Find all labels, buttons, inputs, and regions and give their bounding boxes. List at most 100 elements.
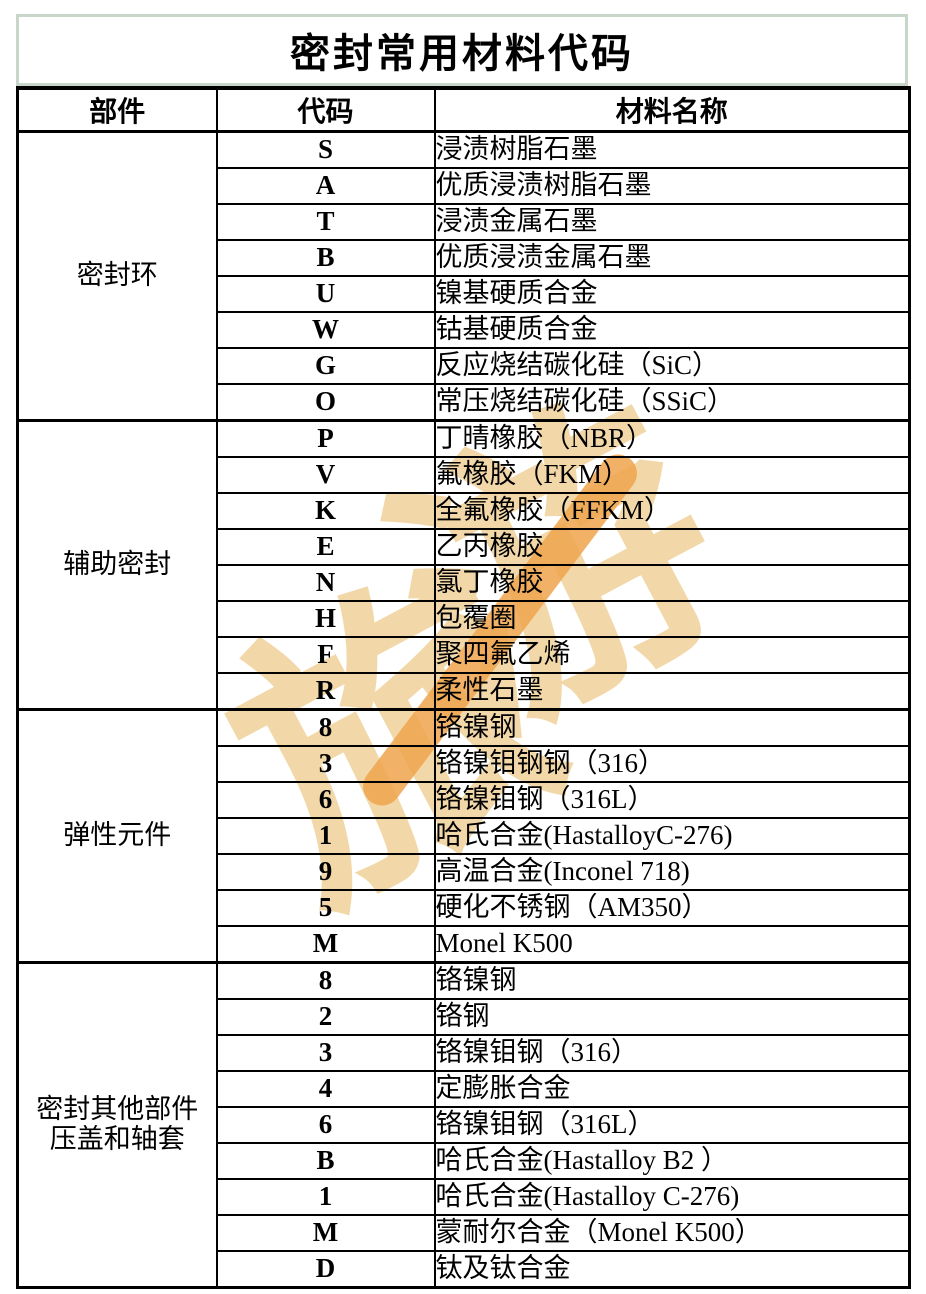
material-cell: 柔性石墨 (433, 672, 911, 711)
code-cell: 8 (215, 708, 436, 747)
code-cell: R (215, 672, 436, 711)
material-cell: 哈氏合金(Hastalloy B2 ） (433, 1142, 911, 1180)
code-cell: M (215, 925, 436, 964)
code-cell: S (215, 130, 436, 169)
table-row: 3 铬镍钼钢（316） (18, 1034, 911, 1072)
table-row: 弹性元件 8 铬镍钢 (16, 708, 911, 964)
code-cell: A (215, 167, 436, 205)
material-cell: 反应烧结碳化硅（SiC） (433, 347, 911, 385)
material-cell: 氟橡胶（FKM） (433, 456, 911, 494)
material-cell: 常压烧结碳化硅（SSiC） (433, 383, 911, 422)
table-row: 1 哈氏合金(HastalloyC-276) (18, 817, 911, 855)
material-cell: 哈氏合金(Hastalloy C-276) (433, 1178, 911, 1216)
table-row: T 浸渍金属石墨 (18, 203, 911, 241)
table-row: D 钛及钛合金 (18, 1250, 911, 1289)
code-cell: 6 (215, 1106, 436, 1144)
table-row: 6 铬镍钼钢（316L） (18, 1106, 911, 1144)
material-cell: 铬钢 (433, 998, 911, 1036)
code-cell: B (215, 239, 436, 277)
code-cell: O (215, 383, 436, 422)
table-row: 9 高温合金(Inconel 718) (18, 853, 911, 891)
material-cell: 硬化不锈钢（AM350） (433, 889, 911, 927)
code-cell: V (215, 456, 436, 494)
table-row: 2 铬钢 (18, 998, 911, 1036)
material-cell: 浸渍树脂石墨 (433, 130, 911, 169)
code-cell: 3 (215, 745, 436, 783)
code-cell: M (215, 1214, 436, 1252)
code-cell: E (215, 528, 436, 566)
material-cell: 蒙耐尔合金（Monel K500） (433, 1214, 911, 1252)
header-code: 代码 (215, 86, 436, 133)
table-row: 密封环 S 浸渍树脂石墨 (16, 130, 911, 422)
page-title: 密封常用材料代码 (290, 31, 634, 76)
code-cell: 9 (215, 853, 436, 891)
table-body: 密封环 S 浸渍树脂石墨 A 优质浸渍树脂石墨 T 浸渍金属石墨 B 优质浸渍金属石墨 U 镍基硬质… (16, 130, 911, 1289)
material-cell: 铬镍钢 (433, 708, 911, 747)
code-cell: G (215, 347, 436, 385)
table-row: U 镍基硬质合金 (18, 275, 911, 313)
material-cell: 铬镍钼钢（316L） (433, 781, 911, 819)
code-cell: W (215, 311, 436, 349)
code-cell: T (215, 203, 436, 241)
material-cell: 钛及钛合金 (433, 1250, 911, 1289)
material-cell: 铬镍钼钢钢（316） (433, 745, 911, 783)
material-cell: 包覆圈 (433, 600, 911, 638)
header-row: 部件 代码 材料名称 (16, 86, 911, 133)
table-row: G 反应烧结碳化硅（SiC） (18, 347, 911, 385)
material-cell: 钴基硬质合金 (433, 311, 911, 349)
material-cell: 哈氏合金(HastalloyC-276) (433, 817, 911, 855)
code-cell: 6 (215, 781, 436, 819)
component-cell: 密封环 (16, 130, 218, 422)
table-row: 5 硬化不锈钢（AM350） (18, 889, 911, 927)
component-cell: 密封其他部件 压盖和轴套 (16, 961, 218, 1289)
material-cell: 优质浸渍树脂石墨 (433, 167, 911, 205)
material-cell: 氯丁橡胶 (433, 564, 911, 602)
code-cell: P (215, 419, 436, 458)
code-cell: B (215, 1142, 436, 1180)
title-box: 密封常用材料代码 (16, 14, 908, 86)
material-cell: 优质浸渍金属石墨 (433, 239, 911, 277)
material-cell: 铬镍钢 (433, 961, 911, 1000)
material-cell: 定膨胀合金 (433, 1070, 911, 1108)
code-cell: K (215, 492, 436, 530)
table-row: 密封其他部件 压盖和轴套 8 铬镍钢 (16, 961, 911, 1289)
material-cell: 丁晴橡胶（NBR） (433, 419, 911, 458)
header-material: 材料名称 (433, 86, 911, 133)
material-cell: 乙丙橡胶 (433, 528, 911, 566)
code-cell: 1 (215, 817, 436, 855)
material-cell: 镍基硬质合金 (433, 275, 911, 313)
material-cell: 铬镍钼钢（316） (433, 1034, 911, 1072)
component-cell: 弹性元件 (16, 708, 218, 964)
table-row: B 优质浸渍金属石墨 (18, 239, 911, 277)
material-codes-table: 部件 代码 材料名称 密封环 S 浸渍树脂石墨 A 优质浸渍树脂石墨 T 浸渍金属石墨 B 优质… (16, 86, 911, 1289)
material-cell: 铬镍钼钢（316L） (433, 1106, 911, 1144)
code-cell: H (215, 600, 436, 638)
header-component: 部件 (16, 86, 218, 133)
material-cell: 高温合金(Inconel 718) (433, 853, 911, 891)
material-cell: Monel K500 (433, 925, 911, 964)
table-row: 辅助密封 P 丁晴橡胶（NBR） (16, 419, 911, 711)
material-cell: 浸渍金属石墨 (433, 203, 911, 241)
table-row: A 优质浸渍树脂石墨 (18, 167, 911, 205)
component-cell: 辅助密封 (16, 419, 218, 711)
code-cell: 5 (215, 889, 436, 927)
material-cell: 全氟橡胶（FFKM） (433, 492, 911, 530)
table-row: B 哈氏合金(Hastalloy B2 ） (18, 1142, 911, 1180)
table-row: M 蒙耐尔合金（Monel K500） (18, 1214, 911, 1252)
code-cell: N (215, 564, 436, 602)
code-cell: 3 (215, 1034, 436, 1072)
code-cell: 4 (215, 1070, 436, 1108)
code-cell: 2 (215, 998, 436, 1036)
code-cell: 1 (215, 1178, 436, 1216)
code-cell: 8 (215, 961, 436, 1000)
table-row: 4 定膨胀合金 (18, 1070, 911, 1108)
code-cell: D (215, 1250, 436, 1289)
material-cell: 聚四氟乙烯 (433, 636, 911, 674)
table-row: W 钴基硬质合金 (18, 311, 911, 349)
table-row: 1 哈氏合金(Hastalloy C-276) (18, 1178, 911, 1216)
table-row: O 常压烧结碳化硅（SSiC） (18, 383, 911, 422)
code-cell: U (215, 275, 436, 313)
table-row: M Monel K500 (18, 925, 911, 964)
code-cell: F (215, 636, 436, 674)
